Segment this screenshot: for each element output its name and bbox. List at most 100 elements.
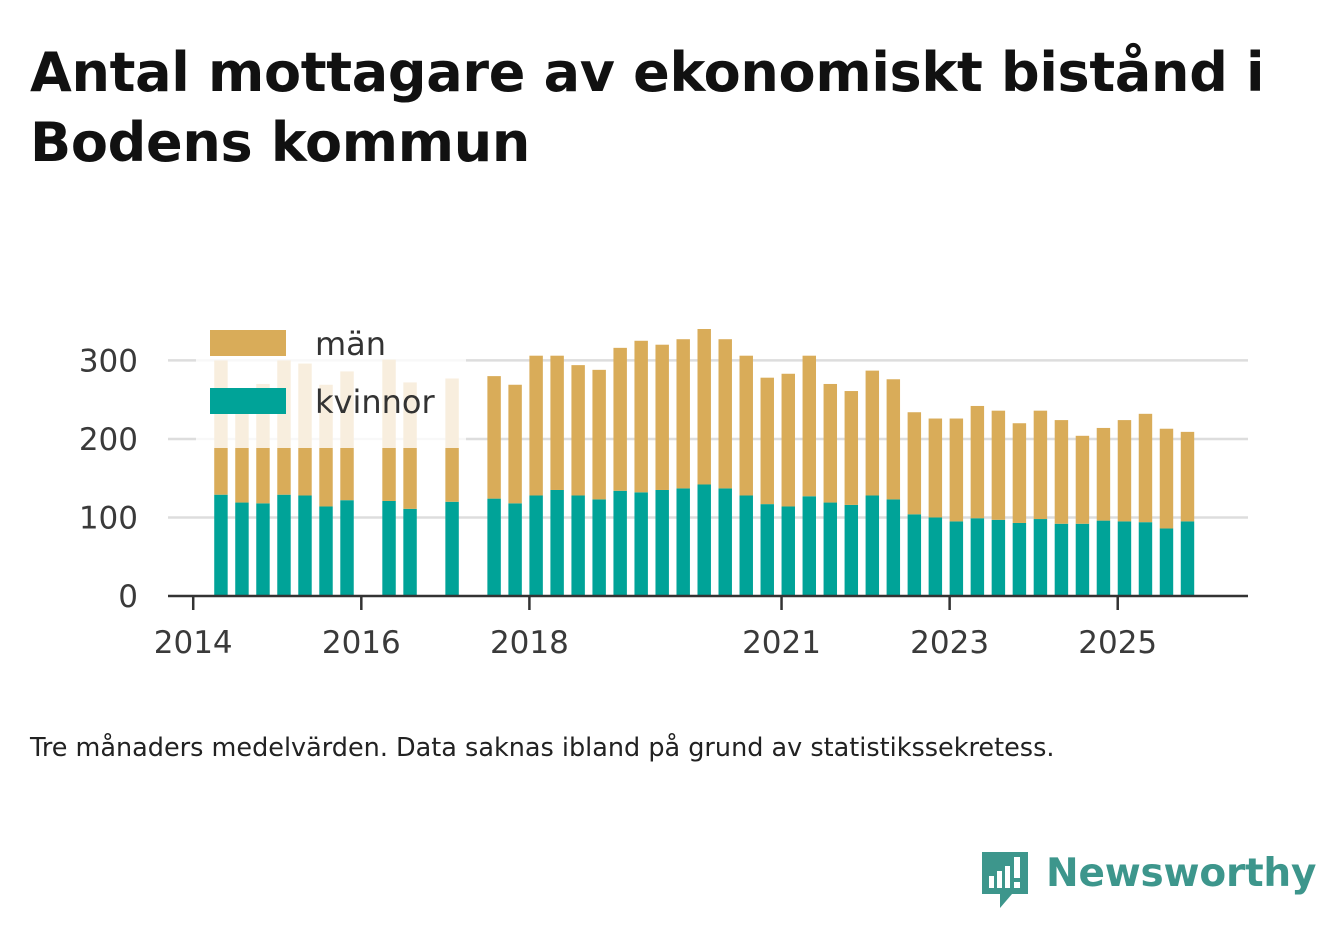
bar-man	[802, 355, 816, 497]
bar-kvinnor	[340, 500, 354, 596]
bar-man	[1096, 427, 1111, 521]
bar-man	[1054, 420, 1069, 524]
x-tick-label: 2025	[1078, 625, 1157, 661]
bar-kvinnor	[382, 500, 396, 596]
bar-man	[760, 377, 774, 505]
bar-kvinnor	[1033, 519, 1048, 596]
x-axis-ticks: 2014 2016 2018 2021 2023 2025	[154, 596, 1157, 661]
bar-man	[844, 391, 859, 505]
bar-kvinnor	[214, 494, 228, 596]
bar-man	[571, 365, 585, 496]
y-tick-label: 200	[79, 422, 138, 458]
bar-kvinnor	[1138, 522, 1153, 596]
bar-kvinnor	[739, 495, 753, 596]
bar-kvinnor	[949, 521, 964, 596]
bar-man	[970, 405, 985, 519]
chart-title: Antal mottagare av ekonomiskt bistånd i …	[30, 41, 1265, 174]
bar-kvinnor	[802, 496, 816, 596]
bar-kvinnor	[1012, 522, 1027, 596]
bar-kvinnor	[1054, 523, 1069, 596]
y-tick-label: 0	[118, 579, 138, 615]
newsworthy-logo-icon	[982, 852, 1028, 908]
bar-kvinnor	[550, 489, 564, 596]
bar-kvinnor	[319, 506, 333, 596]
bar-man	[886, 379, 901, 500]
bar-kvinnor	[928, 517, 943, 596]
bar-kvinnor	[1096, 520, 1111, 596]
bar-man	[991, 410, 1006, 520]
y-tick-label: 300	[79, 343, 138, 379]
bar-man	[676, 339, 690, 489]
bar-kvinnor	[1180, 521, 1195, 596]
bar-man	[697, 329, 711, 485]
x-tick-label: 2016	[322, 625, 401, 661]
bar-man	[508, 384, 522, 504]
footnote: Tre månaders medelvärden. Data saknas ib…	[30, 733, 1055, 763]
bar-man	[865, 370, 880, 496]
bar-kvinnor	[277, 494, 291, 596]
legend: män kvinnor	[210, 325, 436, 421]
bar-kvinnor	[844, 504, 859, 596]
bar-man	[1159, 428, 1174, 529]
bar-man	[592, 369, 606, 500]
bar-kvinnor	[445, 501, 459, 596]
bar-kvinnor	[718, 488, 732, 596]
brand-logo: Newsworthy	[980, 850, 1316, 912]
y-tick-label: 100	[79, 500, 138, 536]
bar-man	[739, 355, 753, 496]
bar-kvinnor	[403, 508, 417, 596]
brand-name: Newsworthy	[1046, 851, 1317, 896]
legend-swatch-man	[210, 330, 286, 356]
bar-man	[613, 347, 627, 491]
x-tick-label: 2018	[490, 625, 569, 661]
bar-kvinnor	[1117, 521, 1132, 596]
bar-kvinnor	[613, 490, 627, 596]
x-tick-label: 2023	[910, 625, 989, 661]
bar-kvinnor	[592, 499, 606, 596]
bar-kvinnor	[970, 518, 985, 596]
bar-man	[634, 340, 648, 493]
bar-kvinnor	[676, 488, 690, 596]
bar-man	[487, 376, 501, 499]
legend-label-kvinnor: kvinnor	[315, 383, 436, 421]
bar-man	[928, 418, 943, 518]
bar-kvinnor	[886, 499, 901, 596]
bar-kvinnor	[298, 495, 312, 596]
bar-kvinnor	[1075, 523, 1090, 596]
bar-man	[1075, 435, 1090, 524]
bar-kvinnor	[256, 503, 270, 596]
bar-kvinnor	[529, 495, 543, 596]
bars	[214, 329, 1195, 596]
bar-kvinnor	[571, 495, 585, 596]
legend-label-man: män	[315, 325, 386, 363]
bar-kvinnor	[1159, 528, 1174, 596]
x-tick-label: 2014	[154, 625, 233, 661]
bar-kvinnor	[907, 514, 922, 596]
bar-man	[529, 355, 543, 496]
bar-man	[550, 355, 564, 490]
bar-kvinnor	[865, 495, 880, 596]
bar-man	[655, 344, 669, 490]
bar-man	[823, 383, 838, 503]
bar-man	[781, 373, 795, 507]
x-tick-label: 2021	[742, 625, 821, 661]
bar-man	[1117, 420, 1132, 522]
bar-kvinnor	[697, 484, 711, 596]
bar-kvinnor	[760, 504, 774, 596]
bar-man	[1138, 413, 1153, 523]
bar-man	[1180, 431, 1195, 522]
bar-man	[949, 418, 964, 522]
legend-swatch-kvinnor	[210, 388, 286, 414]
bar-man	[907, 412, 922, 515]
bar-man	[1012, 423, 1027, 523]
bar-kvinnor	[487, 498, 501, 596]
y-axis-ticks: 0 100 200 300	[79, 343, 138, 615]
bar-man	[1033, 410, 1048, 520]
bar-kvinnor	[655, 489, 669, 596]
bar-kvinnor	[781, 506, 795, 596]
bar-kvinnor	[634, 492, 648, 596]
bar-kvinnor	[508, 503, 522, 596]
bar-kvinnor	[235, 502, 249, 596]
bar-kvinnor	[991, 519, 1006, 596]
